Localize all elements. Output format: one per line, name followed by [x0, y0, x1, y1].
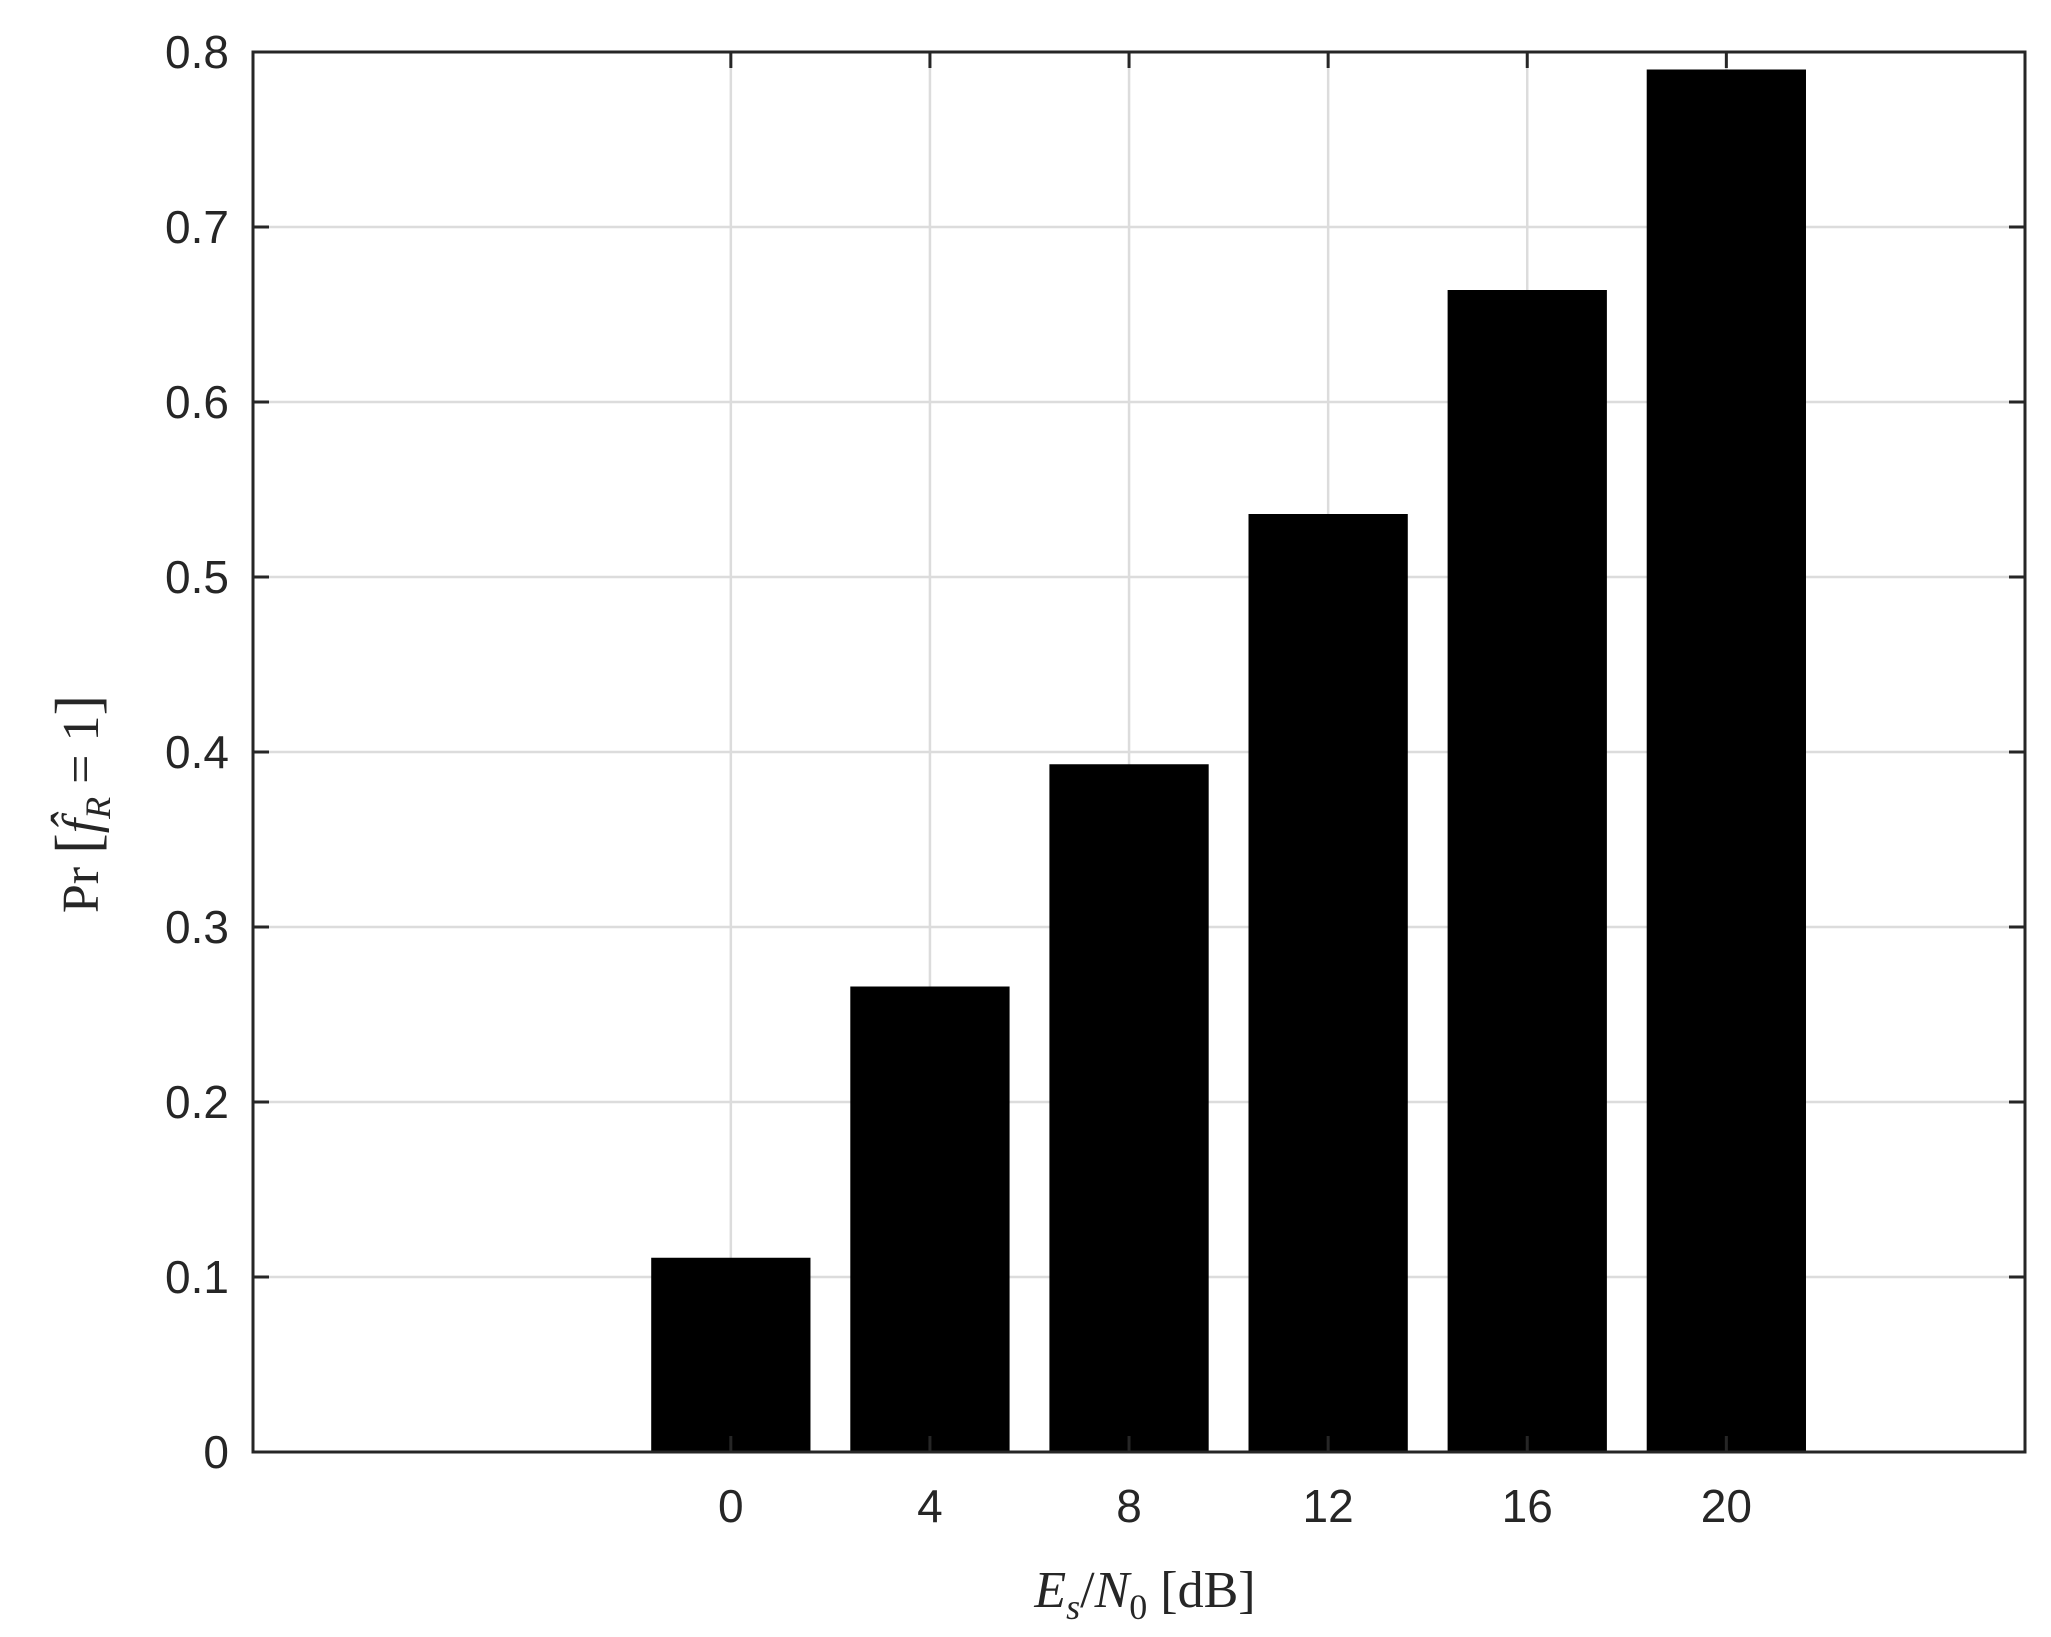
bar-8	[1049, 764, 1209, 1452]
x-tick-label: 20	[1701, 1480, 1752, 1532]
y-tick-label: 0.6	[165, 376, 229, 428]
x-tick-label: 12	[1303, 1480, 1354, 1532]
x-tick-labels: 0 4 8 12 16 20	[718, 1480, 1752, 1532]
y-tick-label: 0.4	[165, 726, 229, 778]
bar-20	[1646, 69, 1806, 1452]
y-tick-label: 0	[203, 1426, 229, 1478]
x-tick-label: 4	[917, 1480, 943, 1532]
tick-marks	[253, 50, 2025, 1454]
y-tick-labels: 0 0.1 0.2 0.3 0.4 0.5 0.6 0.7 0.8	[165, 26, 229, 1478]
y-tick-label: 0.5	[165, 551, 229, 603]
x-tick-label: 0	[718, 1480, 744, 1532]
y-tick-label: 0.3	[165, 901, 229, 953]
x-tick-label: 16	[1502, 1480, 1553, 1532]
x-tick-label: 8	[1116, 1480, 1142, 1532]
y-tick-label: 0.8	[165, 26, 229, 78]
bars	[651, 69, 1806, 1452]
y-tick-label: 0.7	[165, 201, 229, 253]
bar-0	[651, 1257, 811, 1452]
bar-16	[1447, 290, 1607, 1452]
y-tick-label: 0.1	[165, 1251, 229, 1303]
bar-4	[850, 986, 1010, 1452]
x-axis-label: Es/N0 [dB]	[1033, 1562, 1255, 1627]
bar-12	[1248, 514, 1408, 1452]
y-tick-label: 0.2	[165, 1076, 229, 1128]
